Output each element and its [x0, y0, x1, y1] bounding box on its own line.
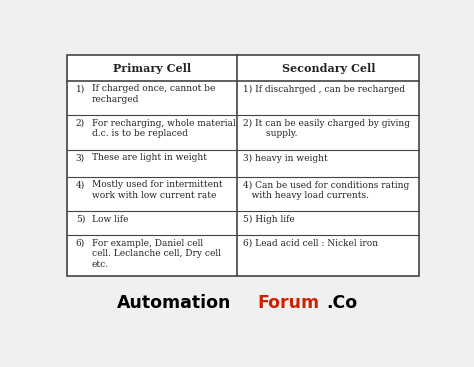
Bar	[66, 55, 419, 276]
Text: 4): 4)	[76, 181, 85, 189]
Text: Forum: Forum	[257, 294, 319, 312]
Text: Mostly used for intermittent
work with low current rate: Mostly used for intermittent work with l…	[91, 181, 222, 200]
Text: For recharging, whole material
d.c. is to be replaced: For recharging, whole material d.c. is t…	[91, 119, 235, 138]
Text: 1) If discahrged , can be recharged: 1) If discahrged , can be recharged	[243, 84, 405, 94]
Text: 6): 6)	[76, 239, 85, 248]
Text: 5): 5)	[76, 215, 85, 224]
Text: Low life: Low life	[91, 215, 128, 224]
Text: Primary Cell: Primary Cell	[113, 62, 191, 73]
Text: For example, Daniel cell
cell. Leclanche cell, Dry cell
etc.: For example, Daniel cell cell. Leclanche…	[91, 239, 220, 269]
Text: 6) Lead acid cell : Nickel iron: 6) Lead acid cell : Nickel iron	[243, 239, 378, 248]
Text: If charged once, cannot be
recharged: If charged once, cannot be recharged	[91, 84, 215, 104]
Text: 2) It can be easily charged by giving
        supply.: 2) It can be easily charged by giving su…	[243, 119, 410, 138]
Text: 1): 1)	[76, 84, 85, 94]
Text: 4) Can be used for conditions rating
   with heavy load currents.: 4) Can be used for conditions rating wit…	[243, 181, 409, 200]
Text: 3) heavy in weight: 3) heavy in weight	[243, 153, 328, 163]
Text: 3): 3)	[76, 153, 85, 163]
Text: These are light in weight: These are light in weight	[91, 153, 207, 163]
Text: 5) High life: 5) High life	[243, 215, 295, 224]
Text: 2): 2)	[76, 119, 85, 128]
Text: Secondary Cell: Secondary Cell	[282, 62, 375, 73]
Text: .Co: .Co	[327, 294, 358, 312]
Text: Automation: Automation	[117, 294, 232, 312]
